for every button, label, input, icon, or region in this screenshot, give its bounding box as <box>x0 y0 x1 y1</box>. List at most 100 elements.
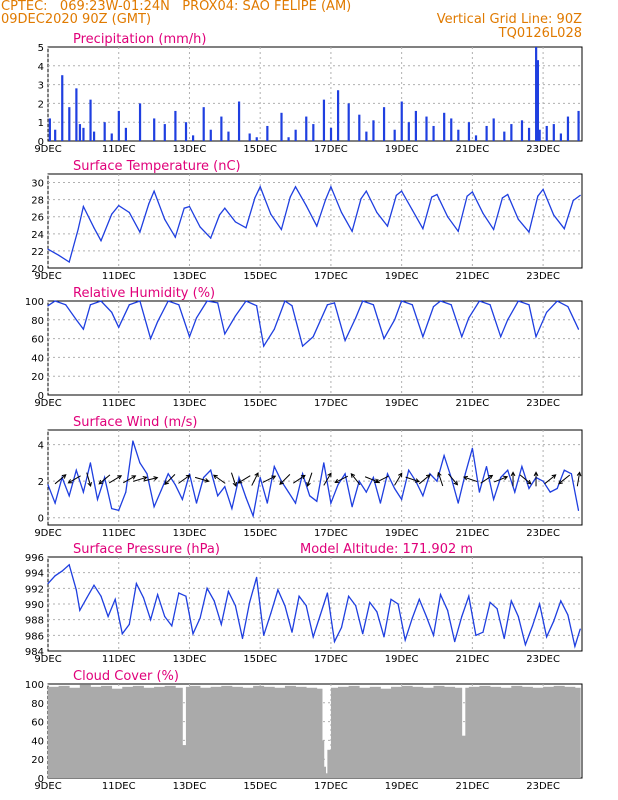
humidity-point <box>75 319 77 321</box>
temperature-point <box>68 261 70 263</box>
header-model-id: TQ0126L028 <box>498 26 582 41</box>
wind-point <box>422 495 424 497</box>
humidity-point <box>245 300 247 302</box>
wind-vector <box>194 476 209 482</box>
y-tick-label: 0 <box>38 774 44 785</box>
wind-point <box>146 473 148 475</box>
precip-bar <box>407 122 410 141</box>
wind-vector-head <box>87 482 92 488</box>
x-tick-label: 11DEC <box>102 144 136 155</box>
humidity-point <box>234 315 237 317</box>
y-tick-label: 22 <box>31 247 44 258</box>
temperature-point <box>199 226 201 228</box>
wind-vector-head <box>462 475 468 481</box>
cloud-cover-bar <box>337 686 349 778</box>
cloud-cover-bar <box>325 773 328 778</box>
precip-bar <box>103 122 106 141</box>
wind-point <box>89 462 92 464</box>
wind-point <box>379 502 382 504</box>
wind-vector <box>544 474 556 485</box>
x-tick-label: 9DEC <box>34 398 61 409</box>
wind-vector-head <box>98 479 104 485</box>
wind-point <box>443 454 445 457</box>
cloud-cover-bar <box>90 686 102 778</box>
cloud-cover-bar <box>327 749 332 778</box>
cloud-cover-bar <box>465 687 470 778</box>
cloud-cover-bar <box>422 687 434 778</box>
precip-bar <box>220 116 223 141</box>
pressure-point <box>75 589 77 591</box>
humidity-point <box>65 304 67 306</box>
humidity-point <box>528 304 530 306</box>
precip-bar <box>117 110 120 141</box>
humidity-point <box>82 328 84 330</box>
y-tick-label: 984 <box>25 647 44 658</box>
wind-vector-head <box>237 479 243 484</box>
y-tick-label: 990 <box>25 600 44 611</box>
temperature-point <box>436 193 438 196</box>
cloud-cover-bar <box>154 686 166 778</box>
temperature-point <box>210 237 212 239</box>
pressure-point <box>93 584 95 586</box>
temperature-point <box>111 213 113 215</box>
pressure-point <box>68 564 70 566</box>
pressure-point <box>47 583 49 585</box>
cloud-cover-bar <box>521 686 533 778</box>
pressure-point <box>227 590 229 593</box>
temperature-point <box>542 188 544 190</box>
wind-vector-head <box>414 478 420 483</box>
pressure-point <box>347 595 350 597</box>
humidity-point <box>256 305 258 307</box>
pressure-point <box>142 597 145 599</box>
pressure-point <box>461 615 463 618</box>
temperature-point <box>254 197 256 199</box>
wind-point <box>224 486 226 488</box>
x-tick-label: 21DEC <box>456 144 490 155</box>
precip-bar <box>48 118 51 141</box>
humidity-point <box>312 336 314 338</box>
cloud-cover-bar <box>401 685 413 778</box>
wind-point <box>337 484 339 486</box>
temperature-point <box>245 227 247 229</box>
temperature-point <box>517 218 519 220</box>
precip-bar <box>174 110 177 141</box>
cloud-cover-bar <box>369 686 381 778</box>
humidity-point <box>344 339 346 342</box>
x-tick-label: 19DEC <box>385 144 419 155</box>
pressure-point <box>390 598 392 600</box>
header-grid-line: Vertical Grid Line: 90Z <box>436 12 582 27</box>
wind-point <box>217 495 219 497</box>
pressure-point <box>355 604 357 607</box>
wind-point <box>365 491 367 493</box>
humidity-point <box>422 336 424 338</box>
pressure-point <box>468 595 470 597</box>
precip-bar <box>191 135 195 141</box>
pressure-point <box>319 614 321 616</box>
wind-vector-head <box>576 471 582 477</box>
pressure-point <box>553 620 555 622</box>
pressure-point <box>383 636 385 638</box>
temperature-point <box>188 205 191 208</box>
humidity-point <box>468 317 470 319</box>
y-tick-label: 26 <box>31 213 44 224</box>
precip-bar <box>545 125 548 141</box>
humidity-point <box>89 304 92 306</box>
precip-bar <box>347 103 350 141</box>
precip-bar <box>305 116 308 141</box>
wind-vector <box>437 472 444 487</box>
y-tick-label: 60 <box>31 718 44 729</box>
x-tick-label: 9DEC <box>34 528 61 539</box>
humidity-point <box>118 326 120 328</box>
cloud-cover-bar <box>391 686 403 778</box>
humidity-point <box>47 305 49 307</box>
pressure-point <box>298 595 300 597</box>
pressure-point <box>531 625 534 627</box>
x-tick-label: 21DEC <box>456 654 490 665</box>
humidity-point <box>383 338 385 340</box>
temperature-point <box>471 191 473 193</box>
temperature-point <box>183 207 185 209</box>
x-tick-label: 19DEC <box>385 271 419 282</box>
precip-bar <box>322 99 326 141</box>
humidity-point <box>263 345 265 347</box>
wind-point <box>167 473 169 475</box>
